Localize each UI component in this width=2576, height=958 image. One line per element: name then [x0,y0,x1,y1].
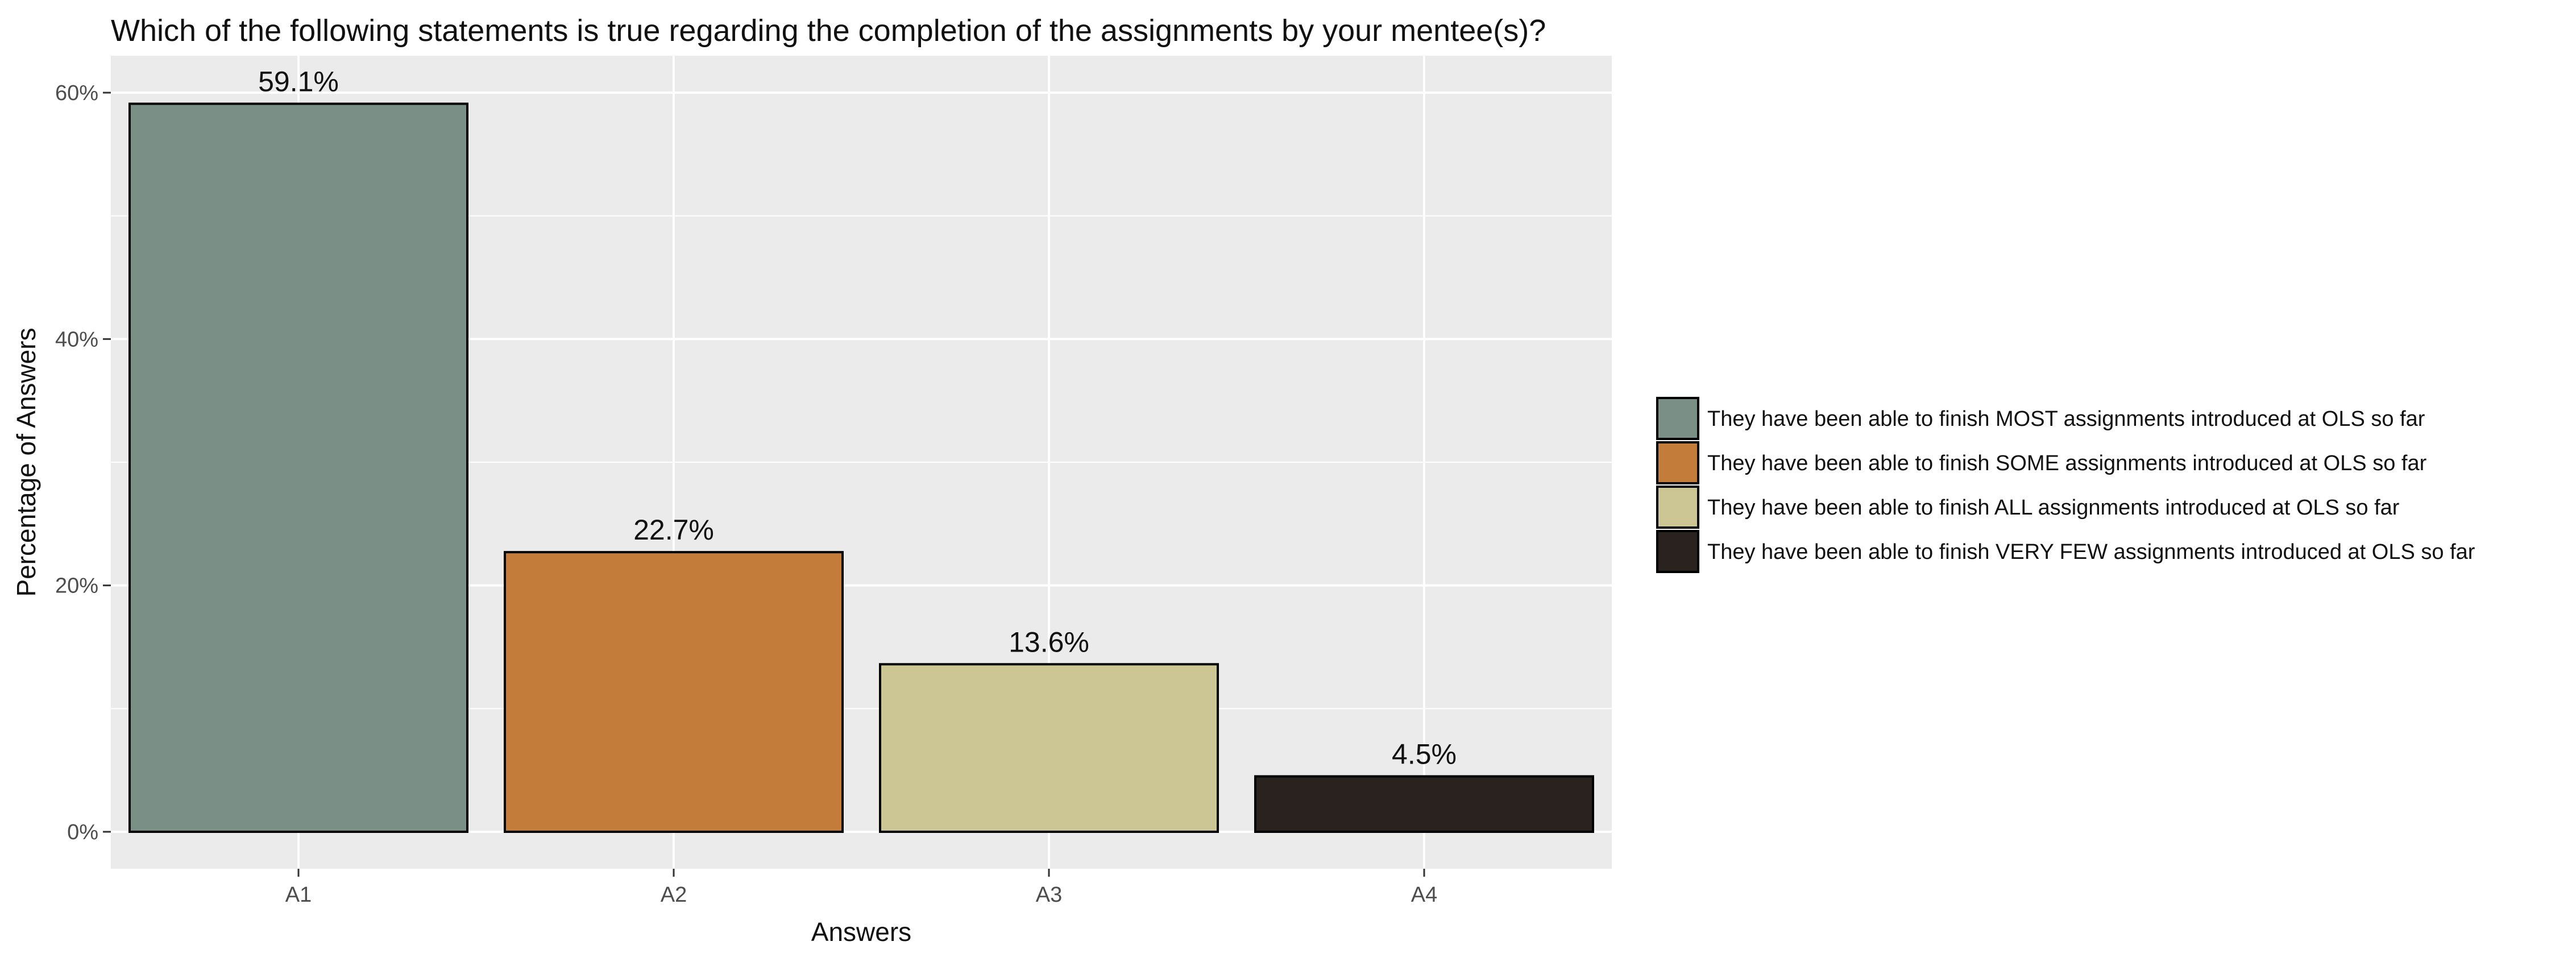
data-label-a4: 4.5% [1392,739,1457,770]
bar-a2 [504,551,844,833]
y-tick-labels: 0% 20% 40% 60% [55,81,98,844]
legend-label: They have been able to finish SOME assig… [1707,451,2427,475]
y-tick-label: 60% [55,81,98,105]
y-tick-label: 40% [55,327,98,351]
legend-key [1656,397,1699,440]
legend-label: They have been able to finish MOST assig… [1707,407,2425,431]
bars [128,102,1594,833]
x-tick-label: A3 [1036,883,1062,907]
legend-key [1656,486,1699,529]
legend-label: They have been able to finish ALL assign… [1707,496,2400,520]
chart-title: Which of the following statements is tru… [111,14,1546,48]
data-label-a1: 59.1% [258,66,339,98]
legend: They have been able to finish MOST assig… [1656,397,2475,573]
axis-ticks [103,92,1425,877]
legend-label: They have been able to finish VERY FEW a… [1707,540,2475,564]
data-label-a3: 13.6% [1009,626,1089,658]
x-tick-label: A1 [285,883,312,907]
x-tick-label: A2 [661,883,687,907]
bar-a3 [879,663,1219,833]
y-tick-label: 0% [67,820,98,844]
y-axis-label: Percentage of Answers [11,327,41,596]
x-tick-labels: A1 A2 A3 A4 [285,883,1437,907]
y-tick-label: 20% [55,574,98,598]
bar-a4 [1254,775,1594,833]
data-labels: 59.1% 22.7% 13.6% 4.5% [258,66,1457,770]
legend-key [1656,530,1699,573]
data-label-a2: 22.7% [633,514,714,546]
x-axis-label: Answers [811,917,911,947]
bar-a1 [128,102,468,833]
legend-key [1656,441,1699,484]
x-tick-label: A4 [1411,883,1437,907]
